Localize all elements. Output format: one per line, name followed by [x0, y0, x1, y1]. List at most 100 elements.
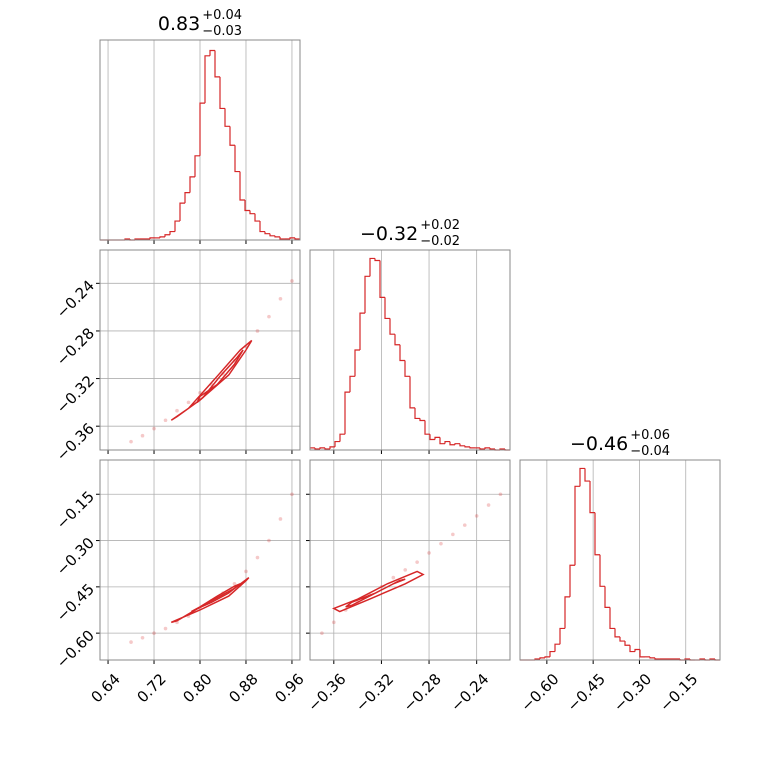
sample-point — [451, 532, 455, 537]
sample-point — [152, 426, 156, 431]
histogram-step — [454, 443, 460, 445]
sample-point — [462, 523, 467, 527]
histogram-step — [619, 636, 625, 642]
sample-point — [403, 568, 408, 572]
panel-title: −0.46 — [570, 433, 628, 455]
sample-point — [244, 569, 248, 574]
sample-point — [129, 640, 133, 644]
sample-point — [129, 439, 133, 444]
sample-point — [186, 400, 191, 405]
sample-point — [498, 492, 503, 497]
histogram-step — [369, 257, 375, 277]
x-tick-label: −0.24 — [447, 670, 492, 715]
histogram-step — [294, 237, 300, 240]
title-lower: −0.03 — [202, 24, 242, 39]
sample-point — [255, 555, 260, 560]
x-tick-label: −0.60 — [517, 670, 562, 715]
histogram-step — [359, 312, 365, 350]
histogram-step — [464, 445, 470, 448]
sample-point — [415, 560, 419, 564]
histogram-step — [614, 628, 620, 638]
histogram-step — [389, 318, 395, 335]
y-tick-label: −0.15 — [53, 488, 98, 533]
histogram-step — [539, 657, 545, 659]
histogram-step — [589, 481, 595, 514]
histogram-step — [374, 258, 380, 262]
title-upper: +0.04 — [202, 8, 242, 23]
histogram-step — [554, 643, 560, 652]
histogram-step — [484, 447, 490, 449]
histogram-step — [334, 440, 340, 447]
x-tick-label: 0.80 — [179, 670, 215, 706]
histogram-step — [269, 233, 275, 237]
histogram-step — [244, 200, 250, 212]
histogram-step — [409, 376, 415, 409]
contour — [196, 349, 244, 403]
histogram-step — [604, 586, 610, 608]
y-tick-label: −0.60 — [53, 626, 98, 671]
contour — [345, 578, 406, 608]
y-tick-label: −0.45 — [53, 580, 98, 625]
histogram-step — [214, 50, 220, 78]
histogram-step — [624, 641, 630, 646]
x-tick-label: 0.96 — [271, 670, 307, 706]
histogram-step — [194, 155, 200, 177]
histogram-step — [639, 649, 645, 658]
x-tick-label: −0.32 — [352, 670, 397, 715]
sample-point — [232, 581, 237, 586]
panel — [96, 459, 301, 664]
histogram-step — [209, 49, 215, 56]
title-lower: −0.02 — [420, 234, 460, 249]
histogram-step — [199, 102, 205, 156]
histogram-step — [399, 344, 405, 362]
sample-point — [140, 635, 145, 640]
histogram-step — [434, 436, 440, 440]
sample-point — [267, 314, 271, 319]
histogram-step — [469, 446, 475, 449]
panel-title: 0.83 — [158, 13, 200, 35]
axes-frame — [99, 459, 301, 661]
sample-point — [290, 492, 294, 497]
sample-point — [427, 551, 431, 555]
y-tick-label: −0.30 — [53, 534, 98, 579]
histogram-step — [394, 334, 400, 346]
histogram-step — [414, 407, 420, 420]
contour — [170, 339, 253, 421]
sample-point — [486, 503, 491, 507]
histogram-step — [274, 235, 280, 238]
histogram-step — [149, 237, 155, 239]
sample-point — [163, 418, 168, 423]
histogram-step — [189, 176, 195, 193]
histogram-step — [654, 657, 660, 660]
sample-point — [278, 517, 283, 521]
panel — [306, 459, 511, 664]
sample-point — [255, 329, 260, 333]
histogram-step — [379, 260, 385, 298]
histogram-step — [449, 441, 455, 446]
histogram-step — [264, 231, 270, 235]
histogram-step — [429, 434, 435, 441]
x-tick-label: −0.15 — [656, 670, 701, 715]
histogram-step — [279, 236, 285, 240]
title-upper: +0.06 — [630, 428, 670, 443]
histogram-step — [314, 447, 320, 450]
sample-point — [175, 408, 179, 413]
sample-point — [332, 620, 336, 625]
sample-point — [140, 433, 145, 438]
x-tick-label: 0.72 — [133, 670, 169, 706]
histogram-step — [404, 360, 410, 377]
x-tick-label: −0.28 — [400, 670, 445, 715]
histogram-step — [344, 391, 350, 435]
axes-frame — [309, 249, 511, 451]
histogram-step — [634, 648, 640, 652]
histogram-step — [259, 221, 265, 233]
y-tick-label: −0.28 — [53, 324, 98, 369]
y-tick-label: −0.36 — [53, 419, 98, 464]
histogram-step — [384, 297, 390, 320]
histogram-step — [329, 446, 335, 449]
histogram-step — [609, 607, 615, 630]
x-tick-label: 0.88 — [225, 670, 261, 706]
histogram-step — [254, 213, 260, 222]
sample-point — [278, 297, 283, 301]
